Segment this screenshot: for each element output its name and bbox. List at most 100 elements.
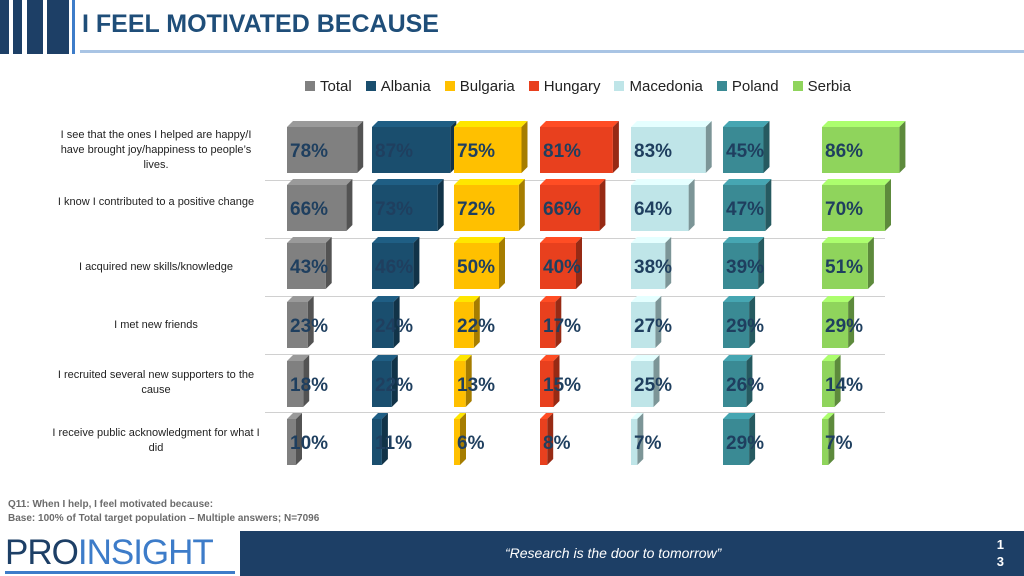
data-label: 17% bbox=[543, 316, 581, 337]
bar-top bbox=[454, 121, 528, 127]
page-title: I FEEL MOTIVATED BECAUSE bbox=[82, 10, 439, 38]
bar-bulgaria bbox=[454, 237, 505, 289]
footnote-base: Base: 100% of Total target population – … bbox=[8, 513, 320, 524]
bar-side bbox=[346, 179, 353, 231]
category-label: I see that the ones I helped are happy/I… bbox=[60, 129, 252, 171]
data-label: 22% bbox=[375, 375, 413, 396]
data-label: 50% bbox=[457, 257, 495, 278]
bar-serbia bbox=[822, 179, 891, 231]
bar-face bbox=[287, 185, 347, 231]
bar-top bbox=[454, 237, 505, 243]
bar-top bbox=[540, 413, 554, 419]
bar-serbia bbox=[822, 121, 906, 173]
bar-side bbox=[518, 179, 525, 231]
bar-hungary bbox=[540, 121, 619, 173]
bar-macedonia bbox=[631, 179, 695, 231]
bar-total bbox=[287, 413, 302, 465]
bar-face bbox=[454, 243, 499, 289]
page-number-line: 1 bbox=[996, 537, 1004, 552]
bar-face bbox=[372, 361, 392, 407]
bar-face bbox=[723, 302, 750, 348]
legend-swatch bbox=[528, 81, 539, 91]
bar-face bbox=[540, 243, 576, 289]
bar-face bbox=[287, 361, 304, 407]
data-label: 70% bbox=[825, 199, 863, 220]
row-separator bbox=[265, 296, 885, 297]
category-label: I acquired new skills/knowledge bbox=[78, 261, 234, 273]
bar-top bbox=[287, 355, 310, 361]
bar-face bbox=[454, 302, 474, 348]
bar-side bbox=[705, 121, 712, 173]
data-label: 81% bbox=[543, 141, 581, 162]
bar-top bbox=[822, 121, 906, 127]
bar-total bbox=[287, 121, 364, 173]
bar-top bbox=[454, 179, 525, 185]
legend-swatch bbox=[716, 81, 727, 91]
bar-macedonia bbox=[631, 413, 644, 465]
bar-side bbox=[688, 179, 695, 231]
legend-label: Albania bbox=[380, 77, 431, 95]
bar-side bbox=[867, 237, 874, 289]
bar-face bbox=[723, 419, 750, 465]
bar-total bbox=[287, 355, 310, 407]
data-label: 38% bbox=[634, 257, 672, 278]
data-label: 43% bbox=[290, 257, 328, 278]
bar-side bbox=[521, 121, 528, 173]
bar-face bbox=[822, 185, 885, 231]
bar-side bbox=[655, 296, 662, 348]
bar-top bbox=[723, 121, 770, 127]
data-label: 64% bbox=[634, 199, 672, 220]
bar-top bbox=[822, 237, 874, 243]
data-label: 73% bbox=[375, 199, 413, 220]
bar-side bbox=[296, 413, 302, 465]
chart-legend: Total Albania Bulgaria Hungary Macedonia… bbox=[305, 76, 865, 96]
bar-side bbox=[307, 296, 314, 348]
bar-side bbox=[637, 413, 644, 465]
data-label: 39% bbox=[726, 257, 764, 278]
data-label: 15% bbox=[543, 375, 581, 396]
bar-macedonia bbox=[631, 296, 662, 348]
category-label: I know I contributed to a positive chang… bbox=[57, 196, 255, 208]
bar-face bbox=[631, 127, 706, 173]
data-label: 27% bbox=[634, 316, 672, 337]
bar-top bbox=[372, 355, 398, 361]
legend-swatch bbox=[444, 81, 455, 91]
bar-face bbox=[287, 127, 358, 173]
bar-side bbox=[612, 121, 619, 173]
bar-top bbox=[454, 413, 466, 419]
bar-side bbox=[555, 296, 562, 348]
legend-label: Macedonia bbox=[629, 77, 703, 95]
bar-poland bbox=[723, 413, 756, 465]
bar-face bbox=[372, 302, 394, 348]
legend-swatch bbox=[792, 81, 803, 91]
footnote-question: Q11: When I help, I feel motivated becau… bbox=[8, 499, 214, 510]
data-label: 86% bbox=[825, 141, 863, 162]
data-label: 13% bbox=[457, 375, 495, 396]
data-label: 29% bbox=[825, 316, 863, 337]
bar-bulgaria bbox=[454, 121, 528, 173]
bar-poland bbox=[723, 296, 756, 348]
data-label: 29% bbox=[726, 433, 764, 454]
bar-top bbox=[822, 296, 855, 302]
bar-serbia bbox=[822, 296, 855, 348]
bar-face bbox=[822, 127, 900, 173]
bar-top bbox=[540, 121, 619, 127]
bar-face bbox=[540, 361, 554, 407]
bar-poland bbox=[723, 179, 772, 231]
legend-swatch bbox=[365, 81, 376, 91]
bar-face bbox=[631, 419, 638, 465]
bar-side bbox=[758, 237, 765, 289]
tagline: “Research is the door to tomorrow” bbox=[505, 545, 722, 561]
bar-top bbox=[287, 413, 302, 419]
legend-item-albania: Albania bbox=[365, 77, 431, 95]
bar-face bbox=[372, 243, 414, 289]
bar-side bbox=[746, 355, 753, 407]
bar-face bbox=[631, 302, 656, 348]
bar-top bbox=[372, 296, 400, 302]
bar-total bbox=[287, 237, 332, 289]
bar-side bbox=[576, 237, 582, 289]
data-label: 26% bbox=[726, 375, 764, 396]
bar-face bbox=[287, 419, 296, 465]
bar-macedonia bbox=[631, 237, 672, 289]
bar-top bbox=[631, 296, 662, 302]
